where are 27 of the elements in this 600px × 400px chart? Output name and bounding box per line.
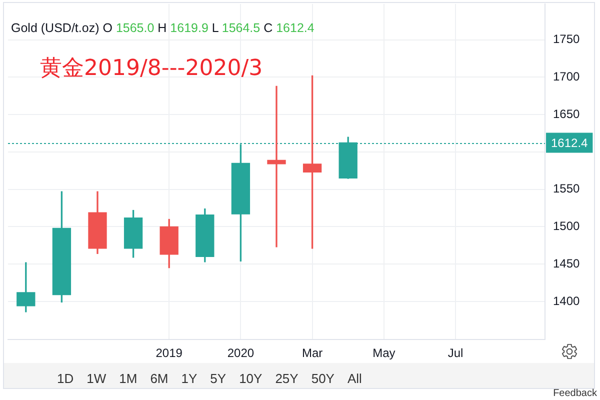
x-tick-label: 2019 [156, 346, 183, 360]
text: 25Y [275, 371, 298, 386]
chart-title: Gold (USD/t.oz) O 1565.0 H 1619.9 L 1564.5 C 1612.4 [11, 21, 314, 35]
text: 5Y [210, 371, 226, 386]
candlestick [267, 86, 286, 248]
y-tick-label: 1400 [553, 294, 580, 308]
text: 1D [57, 371, 74, 386]
x-tick-label: Mar [302, 346, 323, 360]
y-tick-label: 1750 [553, 32, 580, 46]
x-tick-label: 2020 [227, 346, 254, 360]
text: 黄金2019/8---2020/3 [40, 56, 263, 82]
text: Feedback [553, 388, 597, 399]
text: 1Y [181, 371, 198, 386]
text: 6M [150, 371, 168, 386]
y-tick-label: 1700 [553, 70, 580, 84]
text: 10Y [239, 371, 262, 386]
y-tick-label: 1650 [553, 106, 580, 121]
ref-line-label: 1612.4 [551, 136, 588, 150]
y-tick-label: 1450 [553, 256, 580, 270]
text: 1W [86, 371, 106, 386]
y-tick-label: 1550 [553, 182, 580, 196]
text: 50Y [311, 371, 334, 386]
text: 1M [119, 371, 138, 386]
text: All [347, 371, 362, 386]
y-tick-label: 1500 [553, 219, 580, 234]
x-tick-label: Jul [448, 346, 464, 360]
x-tick-label: May [372, 346, 396, 360]
